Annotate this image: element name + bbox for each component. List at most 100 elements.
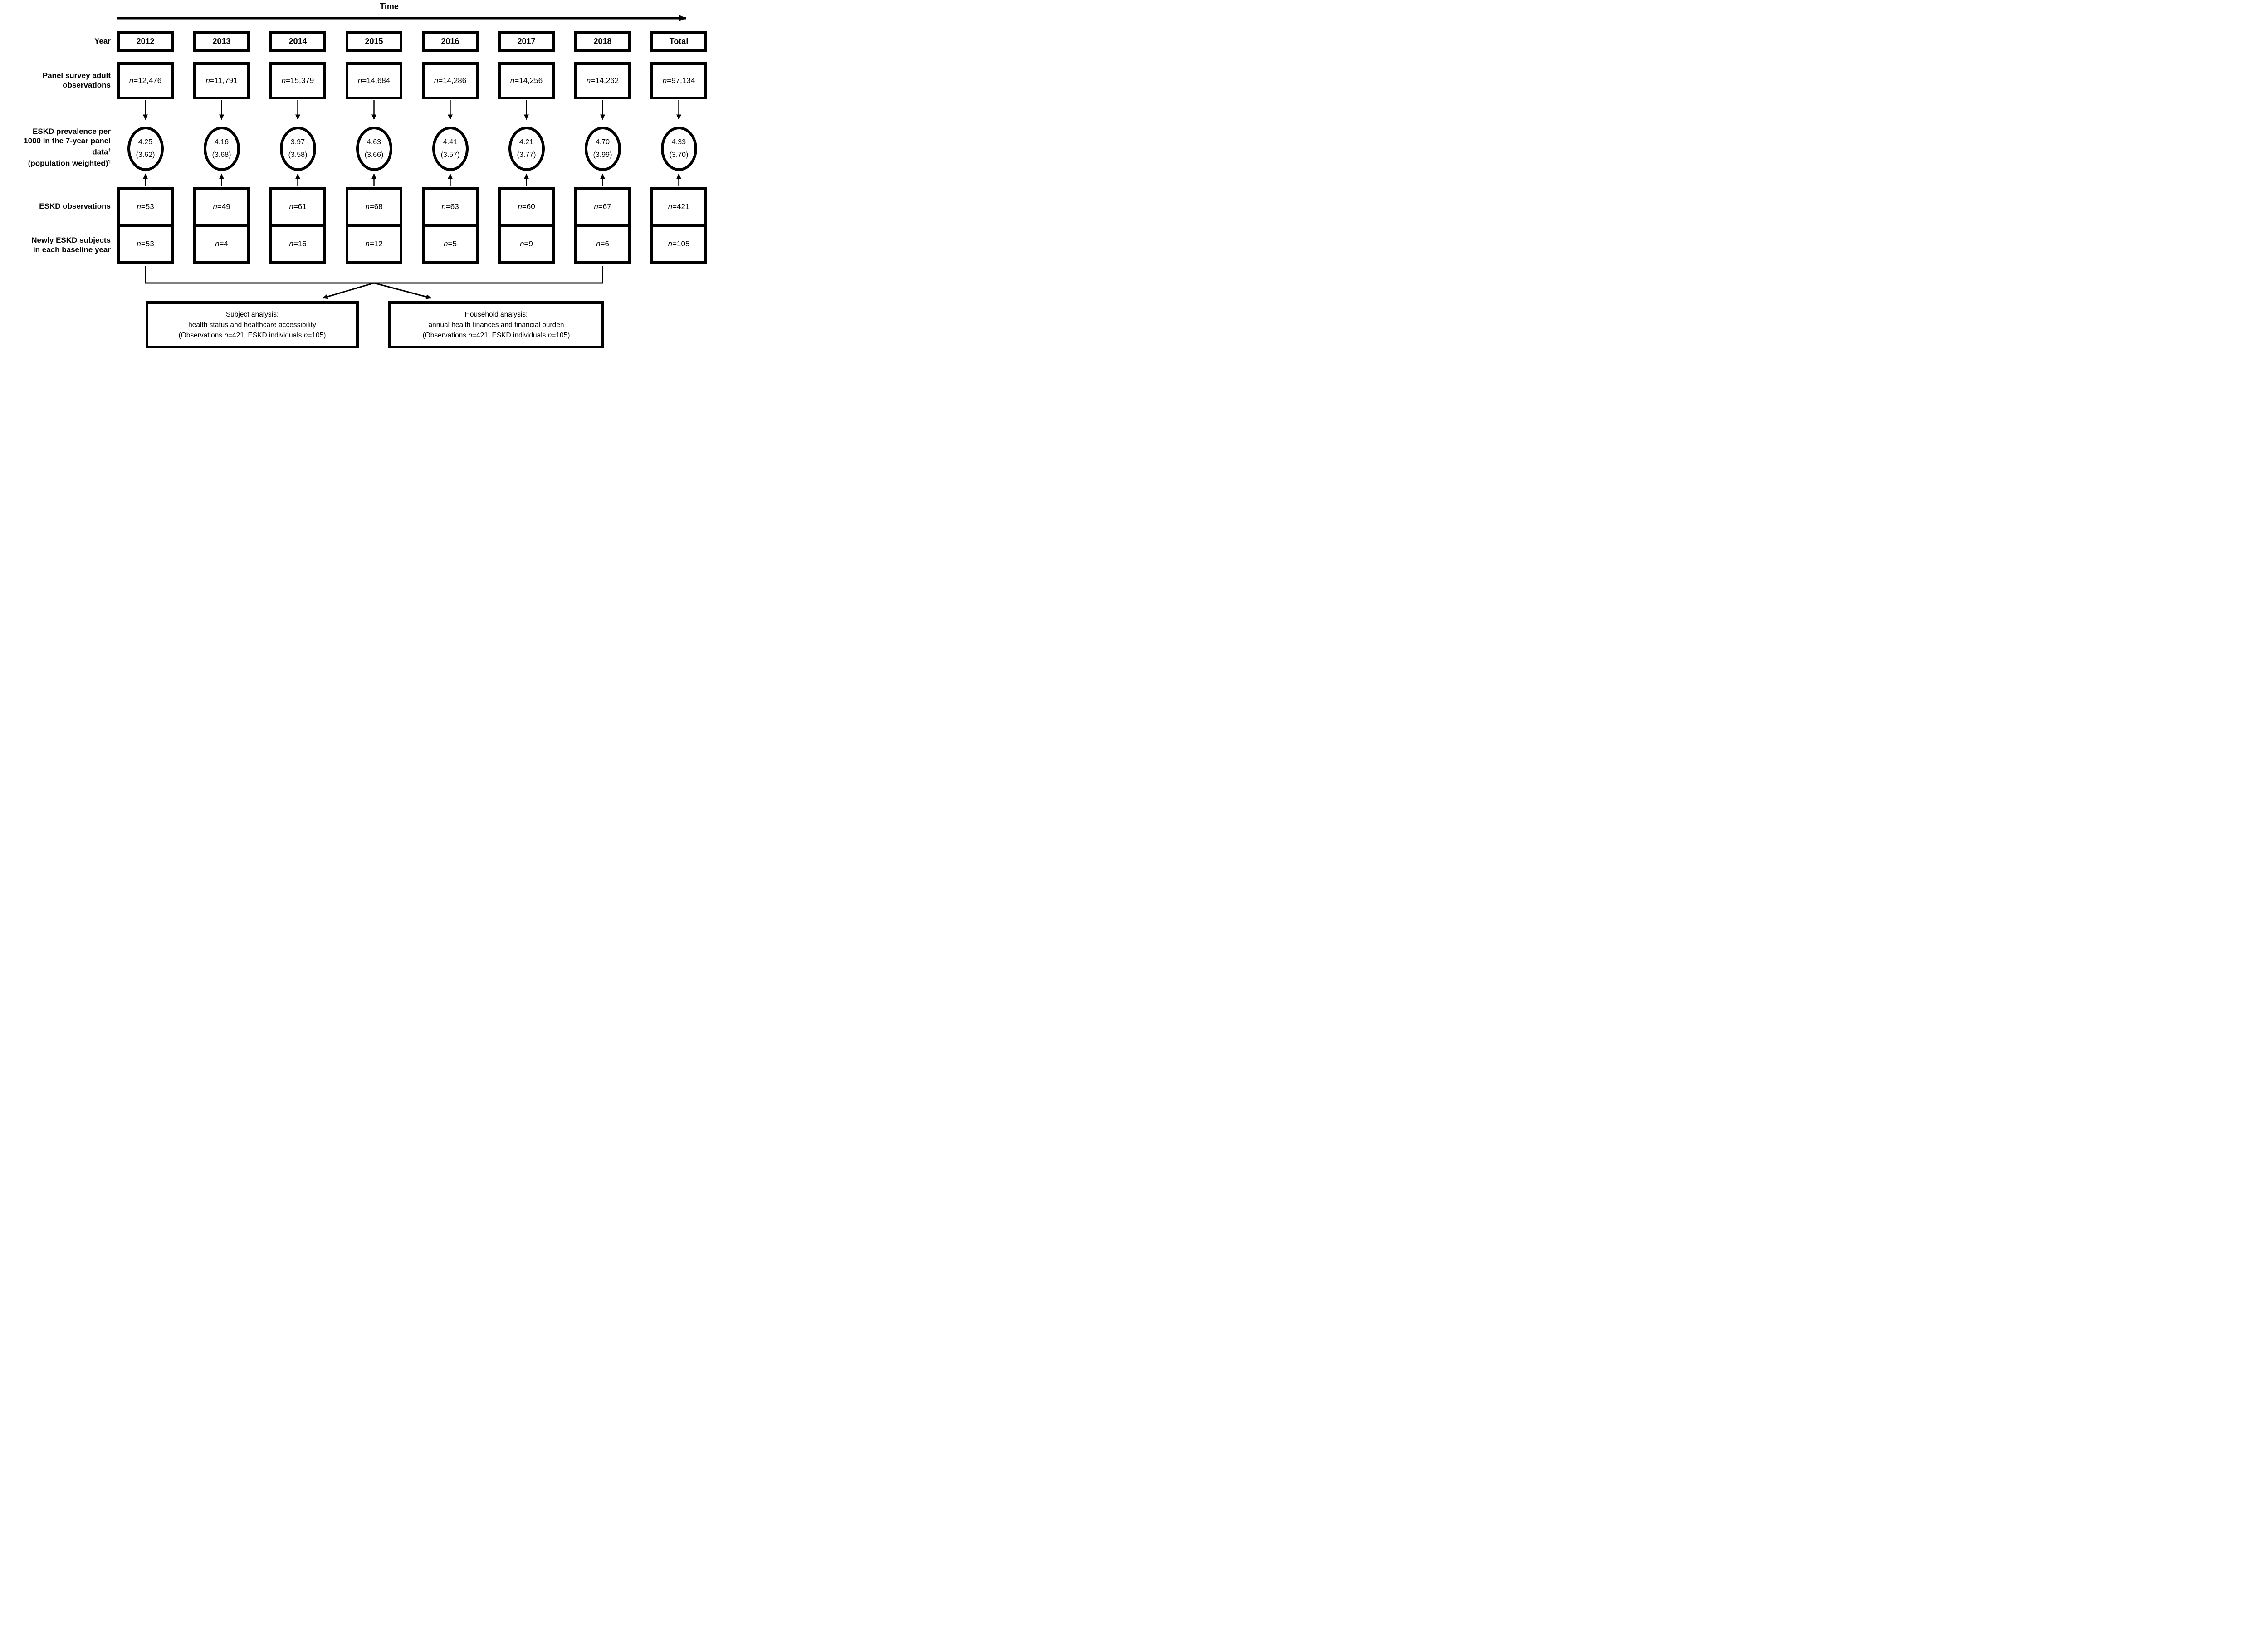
year-box: Total	[650, 31, 707, 52]
newly-eskd-box: n=53	[117, 224, 174, 264]
panel-n-value: n=14,256	[510, 76, 543, 85]
newly-eskd-box: n=5	[422, 224, 479, 264]
prevalence-value: 4.25	[138, 138, 153, 146]
subject-analysis-box: Subject analysis: health status and heal…	[146, 301, 359, 348]
prevalence-label-line1: ESKD prevalence per	[33, 127, 111, 136]
newly-eskd-value: n=105	[668, 239, 690, 248]
prevalence-ellipse: 4.41 (3.57)	[432, 127, 469, 171]
newly-eskd-box: n=4	[193, 224, 250, 264]
prevalence-cell: 4.16 (3.68)	[193, 127, 250, 171]
prevalence-cell: 4.70 (3.99)	[574, 127, 631, 171]
eskd-observations-value: n=63	[441, 202, 459, 211]
panel-observations-box: n=14,262	[574, 62, 631, 99]
eskd-observations-box: n=49	[193, 187, 250, 227]
eskd-panel-flow-diagram: Time Year Panel survey adult observation…	[0, 0, 708, 354]
prevalence-value: 4.33	[671, 138, 686, 146]
prevalence-value: 4.21	[519, 138, 534, 146]
bracket-connector-line	[145, 266, 603, 284]
panel-cell: n=97,134	[650, 62, 707, 99]
panel-cell: n=14,262	[574, 62, 631, 99]
newly-eskd-box: n=12	[346, 224, 402, 264]
prevalence-sd: (3.66)	[364, 151, 384, 159]
household-analysis-line2: annual health finances and financial bur…	[428, 321, 564, 329]
eskd-observations-value: n=421	[668, 202, 690, 211]
panel-n-value: n=14,262	[586, 76, 619, 85]
subject-analysis-line2: health status and healthcare accessibili…	[188, 321, 316, 329]
year-cell: Total	[650, 31, 707, 52]
year-cell: 2018	[574, 31, 631, 52]
panel-observations-label-line2: observations	[63, 81, 111, 89]
newly-eskd-label-line2: in each baseline year	[33, 245, 111, 254]
panel-n-value: n=14,684	[357, 76, 391, 85]
prevalence-cell: 4.21 (3.77)	[498, 127, 555, 171]
eskd-observations-label-text: ESKD observations	[39, 202, 111, 210]
prevalence-sd: (3.99)	[593, 151, 612, 159]
prevalence-row: 4.25 (3.62) 4.16 (3.68) 3.97 (3.58) 4.63…	[117, 127, 707, 171]
eskd-stack-cell: n=421 n=105	[650, 187, 707, 267]
year-cell: 2015	[346, 31, 402, 52]
newly-eskd-box: n=9	[498, 224, 555, 264]
panel-n-value: n=15,379	[281, 76, 314, 85]
time-axis-title: Time	[380, 2, 399, 11]
split-arrow-to-household-analysis	[374, 282, 432, 299]
prevalence-label-line3: data†	[92, 147, 111, 156]
prevalence-sd: (3.57)	[440, 151, 460, 159]
eskd-observations-value: n=53	[137, 202, 154, 211]
prevalence-sd: (3.62)	[136, 151, 155, 159]
panel-cell: n=14,256	[498, 62, 555, 99]
eskd-observations-label: ESKD observations	[4, 201, 111, 211]
prevalence-sd: (3.68)	[212, 151, 231, 159]
prevalence-cell: 3.97 (3.58)	[269, 127, 326, 171]
newly-eskd-value: n=4	[215, 239, 228, 248]
newly-eskd-box: n=16	[269, 224, 326, 264]
eskd-observations-value: n=60	[518, 202, 535, 211]
panel-cell: n=11,791	[193, 62, 250, 99]
newly-eskd-label: Newly ESKD subjects in each baseline yea…	[4, 235, 111, 254]
newly-eskd-value: n=5	[444, 239, 457, 248]
prevalence-ellipse: 4.63 (3.66)	[356, 127, 392, 171]
split-arrow-to-subject-analysis	[322, 282, 374, 299]
year-row: 2012 2013 2014 2015 2016 2017 2018 Total	[117, 31, 707, 52]
eskd-observations-value: n=67	[594, 202, 611, 211]
prevalence-sd: (3.77)	[517, 151, 536, 159]
subject-analysis-line3: (Observations n=421, ESKD individuals n=…	[178, 331, 326, 339]
year-row-label-text: Year	[94, 37, 111, 45]
prevalence-sd: (3.58)	[288, 151, 308, 159]
year-box: 2018	[574, 31, 631, 52]
panel-observations-box: n=15,379	[269, 62, 326, 99]
panel-cell: n=12,476	[117, 62, 174, 99]
year-cell: 2012	[117, 31, 174, 52]
prevalence-cell: 4.63 (3.66)	[346, 127, 402, 171]
prevalence-ellipse: 4.16 (3.68)	[203, 127, 240, 171]
prevalence-ellipse: 4.33 (3.70)	[660, 127, 697, 171]
newly-eskd-box: n=105	[650, 224, 707, 264]
panel-cell: n=14,286	[422, 62, 479, 99]
eskd-observations-box: n=53	[117, 187, 174, 227]
prevalence-value: 3.97	[290, 138, 305, 146]
panel-cell: n=14,684	[346, 62, 402, 99]
eskd-observations-box: n=67	[574, 187, 631, 227]
year-box: 2012	[117, 31, 174, 52]
eskd-stack-cell: n=60 n=9	[498, 187, 555, 267]
newly-eskd-value: n=16	[289, 239, 307, 248]
prevalence-label: ESKD prevalence per 1000 in the 7-year p…	[4, 127, 111, 168]
newly-eskd-value: n=53	[137, 239, 154, 248]
newly-eskd-value: n=9	[520, 239, 533, 248]
year-cell: 2016	[422, 31, 479, 52]
prevalence-ellipse: 4.21 (3.77)	[508, 127, 545, 171]
newly-eskd-box: n=6	[574, 224, 631, 264]
eskd-observations-box: n=421	[650, 187, 707, 227]
panel-n-value: n=12,476	[129, 76, 162, 85]
eskd-observations-value: n=61	[289, 202, 307, 211]
panel-observations-label-line1: Panel survey adult	[42, 71, 111, 80]
prevalence-label-line2: 1000 in the 7-year panel	[24, 137, 111, 145]
eskd-observations-box: n=61	[269, 187, 326, 227]
prevalence-ellipse: 4.25 (3.62)	[127, 127, 164, 171]
year-cell: 2013	[193, 31, 250, 52]
panel-observations-box: n=14,256	[498, 62, 555, 99]
household-analysis-line1: Household analysis:	[464, 310, 528, 318]
prevalence-label-line4: (population weighted)¶	[28, 159, 111, 168]
panel-n-value: n=14,286	[434, 76, 467, 85]
eskd-observations-box: n=68	[346, 187, 402, 227]
panel-observations-box: n=97,134	[650, 62, 707, 99]
